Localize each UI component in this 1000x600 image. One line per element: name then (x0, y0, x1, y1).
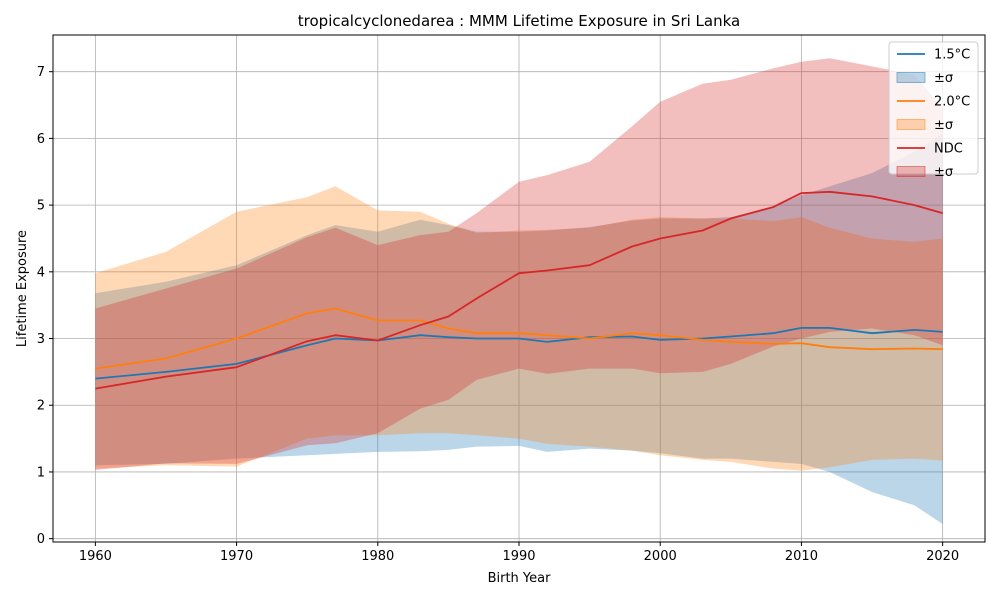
x-tick-label: 1960 (79, 549, 112, 564)
y-tick-label: 0 (37, 532, 45, 547)
band-1.5°C (95, 133, 943, 524)
legend-label: 2.0°C (934, 95, 970, 110)
y-tick-label: 3 (37, 332, 45, 347)
legend-band-swatch (896, 119, 926, 130)
y-tick-label: 1 (37, 465, 45, 480)
y-tick-label: 7 (37, 65, 45, 80)
x-tick-label: 2010 (785, 549, 818, 564)
legend-band-label: ±σ (934, 71, 953, 86)
y-axis-title: Lifetime Exposure (15, 230, 30, 347)
y-tick-label: 6 (37, 132, 45, 147)
band-2.0°C (95, 186, 943, 471)
y-tick-label: 4 (37, 265, 45, 280)
chart-title: tropicalcyclonedarea : MMM Lifetime Expo… (298, 12, 740, 30)
line-2.0°C (95, 307, 943, 370)
legend-label: 1.5°C (934, 48, 970, 63)
legend-box (888, 41, 979, 175)
line-NDC (95, 190, 943, 390)
x-tick-label: 2020 (926, 549, 959, 564)
legend-band-swatch (896, 72, 926, 83)
x-tick-label: 1990 (502, 549, 535, 564)
x-axis-title: Birth Year (488, 571, 552, 586)
x-tick-label: 2000 (644, 549, 677, 564)
series-lines (95, 190, 943, 390)
legend: 1.5°C ±σ 2.0°C ±σ NDC ±σ (888, 41, 979, 180)
legend-band-label: ±σ (934, 165, 953, 180)
legend-label: NDC (934, 142, 963, 157)
line-1.5°C (95, 326, 943, 380)
legend-band-label: ±σ (934, 118, 953, 133)
axis-ticks: 1960 1970 1980 1990 2000 2010 2020 0 1 2 3 4 5 6 7 (37, 65, 959, 564)
band-NDC (95, 58, 943, 471)
y-tick-label: 5 (37, 199, 45, 214)
x-tick-label: 1980 (361, 549, 394, 564)
y-tick-label: 2 (37, 399, 45, 414)
x-tick-label: 1970 (220, 549, 253, 564)
legend-band-swatch (896, 166, 926, 177)
uncertainty-bands (95, 58, 943, 524)
